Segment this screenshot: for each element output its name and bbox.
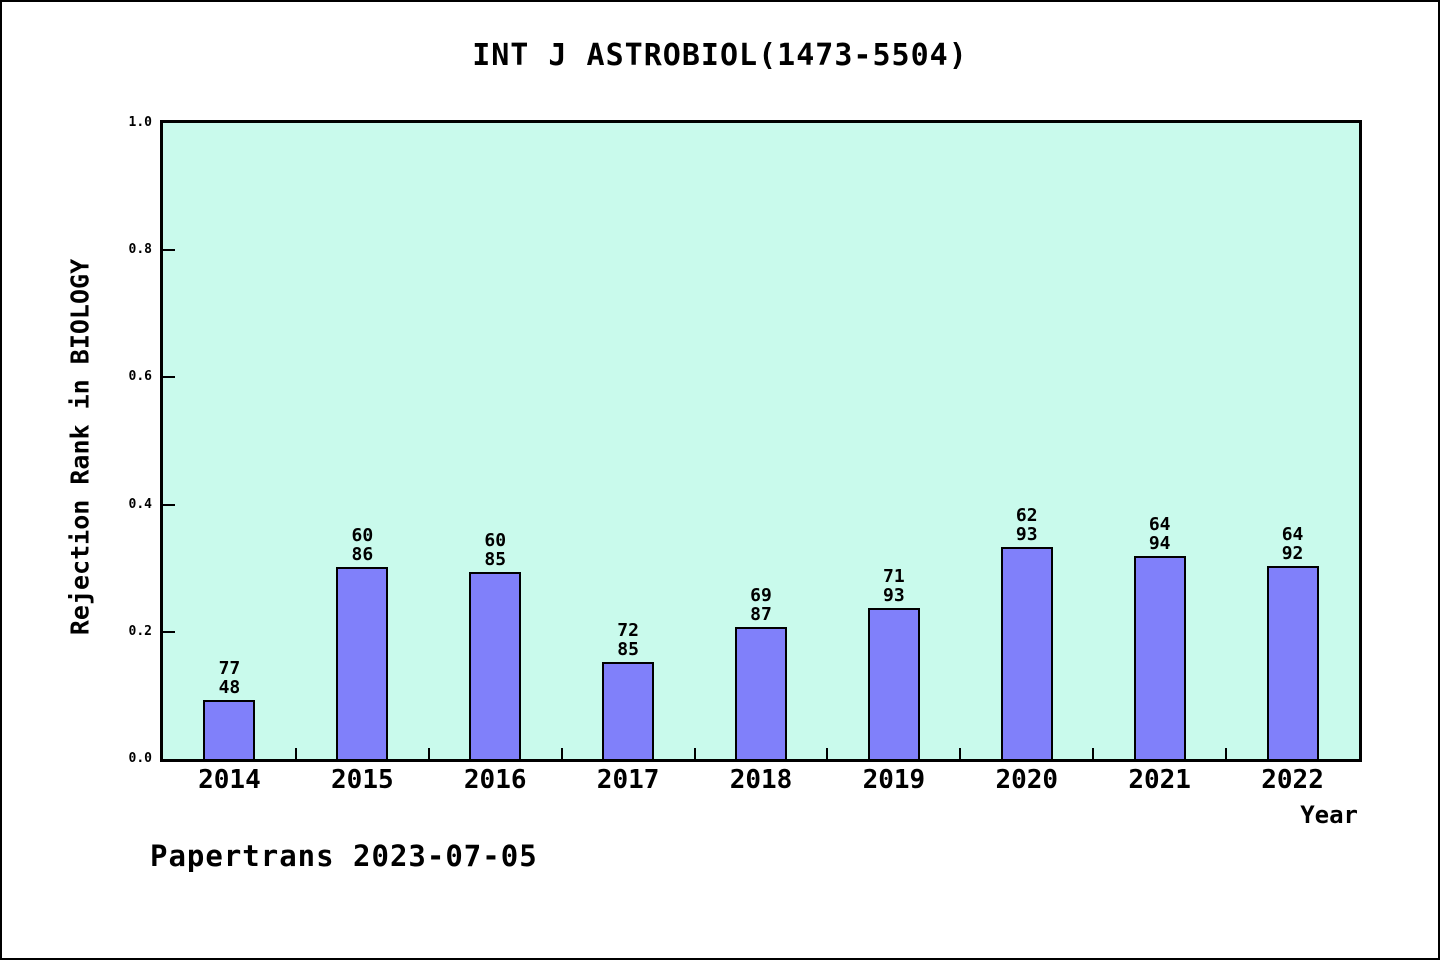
x-minor-tick-2 — [427, 748, 430, 759]
y-tick-label-1.0: 1.0 — [128, 115, 152, 130]
x-minor-tick-4 — [693, 748, 696, 759]
x-minor-tick-8 — [1225, 748, 1228, 759]
x-tick-label-2022: 2022 — [1261, 765, 1324, 795]
bar-label-2014: 77 48 — [218, 657, 241, 698]
x-tick-label-2021: 2021 — [1128, 765, 1191, 795]
bar-2021 — [1133, 556, 1186, 759]
x-minor-tick-1 — [294, 748, 297, 759]
x-minor-tick-7 — [1092, 748, 1095, 759]
y-axis-label: Rejection Rank in BIOLOGY — [65, 258, 95, 636]
bar-label-2017: 72 85 — [617, 619, 639, 660]
x-minor-tick-5 — [826, 748, 829, 759]
x-tick-label-2016: 2016 — [463, 765, 527, 795]
bar-label-2020: 62 93 — [1015, 505, 1038, 546]
x-tick-label-2015: 2015 — [331, 765, 394, 795]
y-tick-0.4 — [163, 503, 175, 506]
x-axis-label: Year — [1300, 801, 1358, 829]
x-tick-label-2014: 2014 — [198, 765, 261, 795]
y-tick-label-0.2: 0.2 — [128, 623, 152, 639]
chart-title: INT J ASTROBIOL(1473-5504) — [472, 38, 968, 73]
bar-2019 — [867, 608, 920, 759]
y-tick-label-0.0: 0.0 — [128, 751, 152, 766]
bar-2020 — [1000, 547, 1053, 759]
bar-label-2015: 60 86 — [351, 524, 374, 565]
x-minor-tick-3 — [560, 748, 563, 759]
bar-label-2021: 64 94 — [1148, 514, 1171, 555]
bar-label-2016: 60 85 — [484, 530, 507, 571]
bar-2018 — [735, 627, 787, 759]
y-tick-0.8 — [163, 249, 175, 252]
bar-2022 — [1266, 565, 1319, 759]
x-tick-label-2018: 2018 — [729, 765, 793, 795]
x-minor-tick-6 — [959, 748, 962, 759]
footer-text: Papertrans 2023-07-05 — [150, 839, 538, 873]
bar-label-2018: 69 87 — [750, 585, 772, 626]
y-tick-label-0.6: 0.6 — [128, 369, 152, 385]
bar-label-2022: 64 92 — [1281, 523, 1304, 564]
bar-label-2019: 71 93 — [883, 566, 905, 607]
x-tick-label-2020: 2020 — [995, 765, 1059, 795]
plot-area: 77 48 60 86 60 85 72 85 69 87 71 93 62 93 64 94… — [160, 120, 1362, 762]
y-tick-label-0.4: 0.4 — [128, 496, 152, 512]
y-tick-0.2 — [163, 630, 175, 633]
y-tick-label-0.8: 0.8 — [128, 242, 152, 258]
bar-2015 — [336, 566, 389, 759]
x-tick-label-2017: 2017 — [596, 765, 660, 795]
x-tick-label-2019: 2019 — [862, 765, 926, 795]
bar-2017 — [602, 661, 655, 759]
y-tick-0.6 — [163, 376, 175, 379]
bar-2016 — [469, 572, 522, 759]
bar-2014 — [203, 699, 256, 759]
